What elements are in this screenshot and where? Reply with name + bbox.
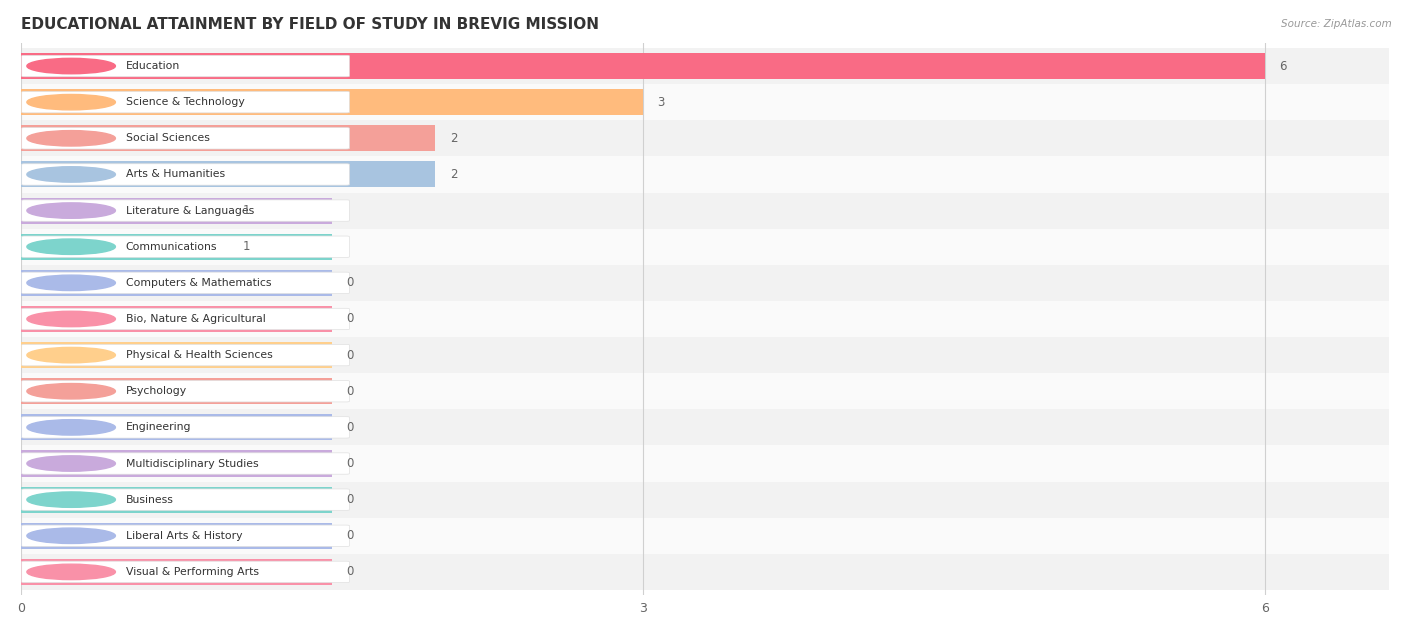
- Text: EDUCATIONAL ATTAINMENT BY FIELD OF STUDY IN BREVIG MISSION: EDUCATIONAL ATTAINMENT BY FIELD OF STUDY…: [21, 16, 599, 32]
- Text: Visual & Performing Arts: Visual & Performing Arts: [125, 567, 259, 577]
- Circle shape: [27, 275, 115, 291]
- Circle shape: [27, 456, 115, 471]
- Circle shape: [27, 528, 115, 544]
- Text: Source: ZipAtlas.com: Source: ZipAtlas.com: [1281, 19, 1392, 29]
- Bar: [21, 89, 643, 115]
- Text: Arts & Humanities: Arts & Humanities: [125, 169, 225, 179]
- Bar: [21, 156, 1389, 193]
- Text: Engineering: Engineering: [125, 422, 191, 432]
- Bar: [21, 342, 332, 368]
- Circle shape: [27, 131, 115, 146]
- Text: 0: 0: [346, 566, 354, 578]
- Circle shape: [27, 312, 115, 327]
- Text: Science & Technology: Science & Technology: [125, 97, 245, 107]
- Bar: [21, 482, 1389, 518]
- Bar: [21, 265, 1389, 301]
- FancyBboxPatch shape: [21, 200, 349, 221]
- FancyBboxPatch shape: [21, 56, 349, 76]
- Bar: [21, 84, 1389, 120]
- Bar: [21, 446, 1389, 482]
- Bar: [21, 518, 1389, 554]
- Circle shape: [27, 384, 115, 399]
- Bar: [21, 48, 1389, 84]
- Bar: [21, 559, 332, 585]
- Text: 0: 0: [346, 457, 354, 470]
- Text: Liberal Arts & History: Liberal Arts & History: [125, 531, 242, 541]
- Bar: [21, 523, 332, 549]
- Circle shape: [27, 94, 115, 110]
- Circle shape: [27, 564, 115, 580]
- Bar: [21, 301, 1389, 337]
- Text: Bio, Nature & Agricultural: Bio, Nature & Agricultural: [125, 314, 266, 324]
- Bar: [21, 234, 332, 260]
- Circle shape: [27, 420, 115, 435]
- FancyBboxPatch shape: [21, 164, 349, 185]
- FancyBboxPatch shape: [21, 344, 349, 366]
- FancyBboxPatch shape: [21, 525, 349, 547]
- Bar: [21, 415, 332, 441]
- Text: 2: 2: [450, 132, 457, 145]
- FancyBboxPatch shape: [21, 92, 349, 113]
- Bar: [21, 193, 1389, 229]
- Text: Physical & Health Sciences: Physical & Health Sciences: [125, 350, 273, 360]
- FancyBboxPatch shape: [21, 272, 349, 293]
- Bar: [21, 554, 1389, 590]
- Bar: [21, 451, 332, 477]
- FancyBboxPatch shape: [21, 416, 349, 438]
- Bar: [21, 229, 1389, 265]
- Text: 0: 0: [346, 276, 354, 289]
- Bar: [21, 120, 1389, 156]
- Text: Psychology: Psychology: [125, 386, 187, 396]
- Bar: [21, 487, 332, 513]
- Text: 0: 0: [346, 493, 354, 506]
- Text: 2: 2: [450, 168, 457, 181]
- Text: Social Sciences: Social Sciences: [125, 133, 209, 143]
- Circle shape: [27, 239, 115, 255]
- Text: Business: Business: [125, 495, 174, 504]
- FancyBboxPatch shape: [21, 308, 349, 330]
- Bar: [21, 125, 436, 151]
- Text: 0: 0: [346, 385, 354, 398]
- Text: 0: 0: [346, 349, 354, 362]
- Text: 1: 1: [243, 204, 250, 217]
- Text: 6: 6: [1279, 59, 1286, 73]
- Circle shape: [27, 167, 115, 182]
- Text: Education: Education: [125, 61, 180, 71]
- Text: Multidisciplinary Studies: Multidisciplinary Studies: [125, 458, 259, 468]
- FancyBboxPatch shape: [21, 489, 349, 510]
- Text: 0: 0: [346, 312, 354, 325]
- Text: 0: 0: [346, 529, 354, 542]
- Bar: [21, 53, 1265, 79]
- Bar: [21, 337, 1389, 373]
- Circle shape: [27, 492, 115, 507]
- Bar: [21, 378, 332, 404]
- Text: Literature & Languages: Literature & Languages: [125, 205, 254, 216]
- FancyBboxPatch shape: [21, 128, 349, 149]
- Bar: [21, 198, 332, 224]
- Bar: [21, 161, 436, 188]
- FancyBboxPatch shape: [21, 236, 349, 257]
- Text: 3: 3: [657, 95, 665, 109]
- Bar: [21, 306, 332, 332]
- Bar: [21, 270, 332, 296]
- Circle shape: [27, 58, 115, 74]
- FancyBboxPatch shape: [21, 561, 349, 583]
- Text: Communications: Communications: [125, 241, 218, 252]
- Text: Computers & Mathematics: Computers & Mathematics: [125, 278, 271, 288]
- Bar: [21, 410, 1389, 446]
- Bar: [21, 373, 1389, 410]
- Circle shape: [27, 203, 115, 218]
- FancyBboxPatch shape: [21, 380, 349, 402]
- Circle shape: [27, 348, 115, 363]
- Text: 1: 1: [243, 240, 250, 253]
- Text: 0: 0: [346, 421, 354, 434]
- FancyBboxPatch shape: [21, 453, 349, 474]
